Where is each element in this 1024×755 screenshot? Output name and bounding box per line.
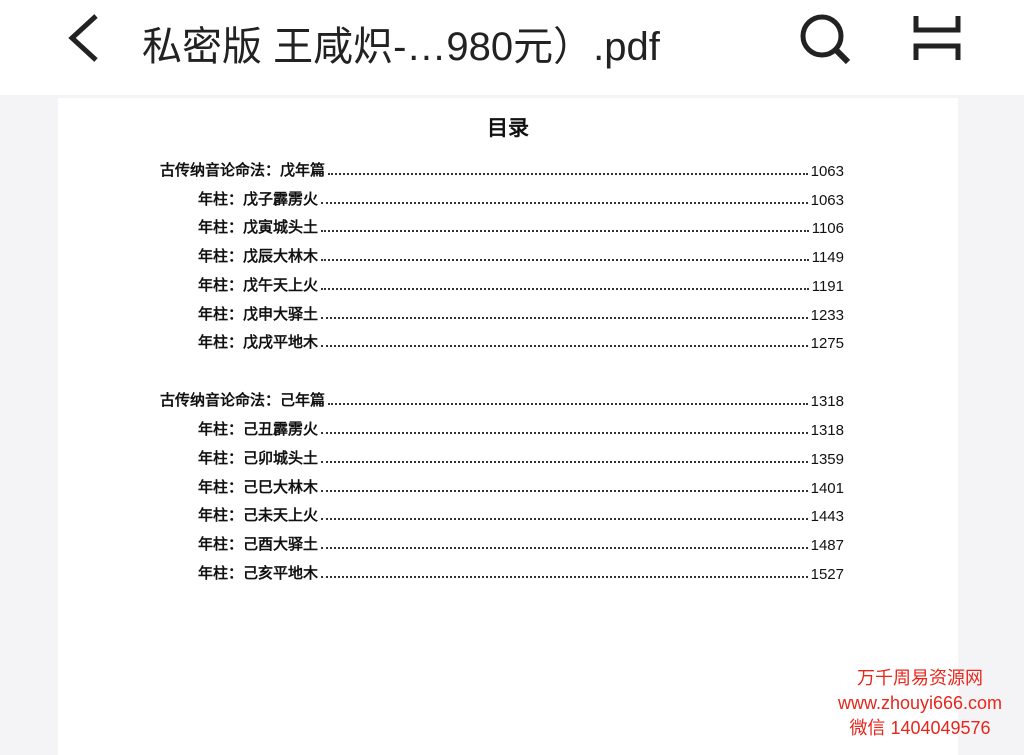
page-number: 1359 xyxy=(810,450,844,468)
toc-entry: 年柱：己丑霹雳火 1318 xyxy=(198,417,844,439)
toc-entry: 年柱：己巳大林木 1401 xyxy=(198,475,844,497)
toc-label: 古传纳音论命法：己年篇 xyxy=(160,392,326,410)
toc-entry: 年柱：己亥平地木 1527 xyxy=(198,561,844,583)
page-number: 1527 xyxy=(810,565,844,583)
toc-entry: 年柱：己酉大驿土 1487 xyxy=(198,532,844,554)
menu-button[interactable] xyxy=(910,12,970,64)
watermark-line: www.zhouyi666.com xyxy=(837,693,1003,713)
toc-entry: 年柱：戊午天上火 1191 xyxy=(198,273,844,295)
toc-entry: 年柱：戊寅城头土 1106 xyxy=(198,215,844,237)
top-bar: 私密版 王咸炽-…980元）.pdf xyxy=(0,0,1024,95)
page-number: 1063 xyxy=(810,191,844,209)
toc-label: 年柱：戊子霹雳火 xyxy=(198,190,319,208)
toc-label: 年柱：戊辰大林木 xyxy=(198,248,319,266)
toc-entry: 年柱：戊申大驿土 1233 xyxy=(198,302,844,324)
toc-entry: 年柱：戊辰大林木 1149 xyxy=(198,244,844,266)
dot-leader xyxy=(321,287,809,290)
toc-entry: 年柱：己未天上火 1443 xyxy=(198,503,844,525)
toc-section: 古传纳音论命法：己年篇 1318 xyxy=(160,388,844,410)
page-number: 1233 xyxy=(810,306,844,324)
toc-label: 古传纳音论命法：戊年篇 xyxy=(160,162,326,179)
toc-label: 年柱：己巳大林木 xyxy=(198,478,319,496)
search-button[interactable] xyxy=(796,12,856,64)
dot-leader xyxy=(321,316,808,319)
toc-title: 目录 xyxy=(487,117,529,140)
page-number: 1487 xyxy=(810,536,844,554)
toc-label: 年柱：戊戌平地木 xyxy=(198,334,319,352)
toc-entry: 年柱：戊子霹雳火 1063 xyxy=(198,187,844,209)
dot-leader xyxy=(321,489,808,492)
back-button[interactable] xyxy=(60,10,110,66)
toc-label: 年柱：己丑霹雳火 xyxy=(198,421,319,439)
dot-leader xyxy=(321,259,809,262)
dot-leader xyxy=(321,230,809,233)
dot-leader xyxy=(321,432,808,435)
watermark-line: 万千周易资源网 xyxy=(857,668,983,688)
dot-leader xyxy=(321,546,808,549)
file-title: 私密版 王咸炽-…980元）.pdf xyxy=(142,25,660,69)
toc-section: 古传纳音论命法：戊年篇 1063 xyxy=(160,158,844,180)
dot-leader xyxy=(321,518,808,521)
watermark-line: 微信 1404049576 xyxy=(849,718,991,738)
page-number: 1191 xyxy=(811,277,844,295)
pdf-page: 目录 古传纳音论命法：戊年篇 1063 年柱：戊子霹雳火 1063 年柱：戊寅城头土 11… xyxy=(58,98,958,755)
toc-label: 年柱：己卯城头土 xyxy=(198,449,319,467)
page-number: 1401 xyxy=(810,479,844,497)
toc-label: 年柱：戊午天上火 xyxy=(198,276,319,294)
watermark: 万千周易资源网 www.zhouyi666.com 微信 1404049576 xyxy=(820,666,1020,741)
toc-label: 年柱：戊申大驿土 xyxy=(198,305,319,323)
page-number: 1149 xyxy=(811,249,844,267)
page-number: 1106 xyxy=(811,220,844,238)
page-number: 1443 xyxy=(810,508,844,526)
dot-leader xyxy=(328,173,808,175)
dot-leader xyxy=(321,575,808,578)
dot-leader xyxy=(321,460,808,463)
toc-label: 年柱：戊寅城头土 xyxy=(198,219,319,237)
toc-label: 年柱：己酉大驿土 xyxy=(198,535,319,553)
page-number: 1063 xyxy=(810,163,844,180)
toc-label: 年柱：己亥平地木 xyxy=(198,564,319,582)
toc-entry: 年柱：戊戌平地木 1275 xyxy=(198,330,844,352)
toc-entry: 年柱：己卯城头土 1359 xyxy=(198,446,844,468)
page-number: 1318 xyxy=(810,393,844,411)
toc-label: 年柱：己未天上火 xyxy=(198,507,319,525)
dot-leader xyxy=(321,201,808,204)
page-number: 1275 xyxy=(810,335,844,353)
dot-leader xyxy=(321,345,808,348)
dot-leader xyxy=(328,403,808,406)
page-number: 1318 xyxy=(810,422,844,440)
